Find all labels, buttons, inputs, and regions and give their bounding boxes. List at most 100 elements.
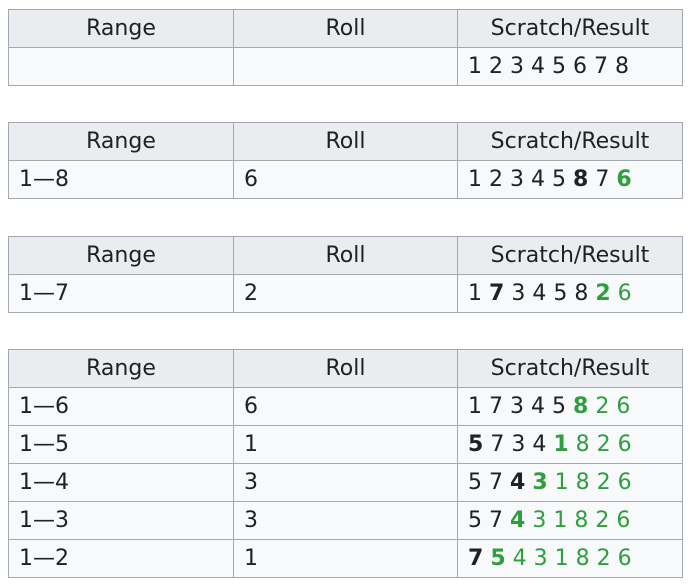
table-row: 1—8 6 1 2 3 4 5 8 7 6 <box>9 161 683 199</box>
header-row: Range Roll Scratch/Result <box>9 350 683 388</box>
step-table: Range Roll Scratch/Result 1—7 2 1 7 3 4 5 8 2 6 <box>8 236 683 313</box>
scratch-digit: 4 <box>510 508 525 533</box>
scratch-digit: 4 <box>531 394 545 419</box>
roll-cell <box>234 48 458 86</box>
range-cell <box>9 48 234 86</box>
scratch-digit: 5 <box>468 432 483 457</box>
roll-cell: 2 <box>234 275 458 313</box>
header-row: Range Roll Scratch/Result <box>9 123 683 161</box>
scratch-digit: 4 <box>510 470 525 495</box>
header-row: Range Roll Scratch/Result <box>9 10 683 48</box>
scratch-digit: 4 <box>532 432 546 457</box>
header-scratch-result: Scratch/Result <box>458 237 683 275</box>
scratch-digit: 5 <box>490 546 505 571</box>
scratch-digit: 3 <box>510 54 524 79</box>
scratch-digit: 5 <box>468 508 482 533</box>
scratch-digit: 7 <box>489 508 503 533</box>
scratch-digit: 6 <box>618 470 632 495</box>
scratch-digit: 7 <box>594 54 608 79</box>
scratch-digit: 2 <box>597 470 611 495</box>
scratch-digit: 1 <box>555 546 569 571</box>
range-cell: 1—6 <box>9 388 234 426</box>
scratch-digit: 8 <box>576 546 590 571</box>
scratch-digit: 1 <box>555 470 569 495</box>
header-range: Range <box>9 237 234 275</box>
scratch-digit: 6 <box>616 167 631 192</box>
scratch-digit: 2 <box>595 281 610 306</box>
table-row: 1—6 6 1 7 3 4 5 8 2 6 <box>9 388 683 426</box>
roll-cell: 6 <box>234 161 458 199</box>
scratch-digit: 1 <box>468 54 482 79</box>
scratch-digit: 6 <box>618 432 632 457</box>
scratch-digit: 7 <box>468 546 483 571</box>
scratch-digit: 5 <box>552 167 566 192</box>
scratch-digit: 4 <box>531 167 545 192</box>
table-row: 1—4 3 5 7 4 3 1 8 2 6 <box>9 464 683 502</box>
scratch-digit: 2 <box>595 508 609 533</box>
header-roll: Roll <box>234 10 458 48</box>
range-cell: 1—7 <box>9 275 234 313</box>
roll-cell: 1 <box>234 540 458 578</box>
range-cell: 1—2 <box>9 540 234 578</box>
scratch-digit: 7 <box>489 470 503 495</box>
scratch-digit: 8 <box>574 508 588 533</box>
header-roll: Roll <box>234 123 458 161</box>
step-table: Range Roll Scratch/Result 1—8 6 1 2 3 4 5 8 7 6 <box>8 122 683 199</box>
scratch-digit: 3 <box>532 470 547 495</box>
scratch-digit: 3 <box>511 281 525 306</box>
table-row: 1—7 2 1 7 3 4 5 8 2 6 <box>9 275 683 313</box>
scratch-digit: 8 <box>574 281 588 306</box>
range-cell: 1—5 <box>9 426 234 464</box>
roll-cell: 3 <box>234 464 458 502</box>
scratch-digit: 5 <box>468 470 482 495</box>
scratch-digit: 4 <box>513 546 527 571</box>
header-scratch-result: Scratch/Result <box>458 350 683 388</box>
scratch-digit: 4 <box>531 54 545 79</box>
header-range: Range <box>9 123 234 161</box>
scratch-digit: 2 <box>595 394 609 419</box>
roll-cell: 6 <box>234 388 458 426</box>
scratch-digit: 1 <box>468 167 482 192</box>
scratch-digit: 3 <box>510 394 524 419</box>
scratch-digit: 1 <box>468 281 482 306</box>
scratch-digit: 8 <box>573 394 588 419</box>
scratch-digit: 6 <box>616 394 630 419</box>
header-row: Range Roll Scratch/Result <box>9 237 683 275</box>
scratch-digit: 3 <box>534 546 548 571</box>
scratch-digit: 7 <box>489 394 503 419</box>
table-row: 1—3 3 5 7 4 3 1 8 2 6 <box>9 502 683 540</box>
roll-cell: 3 <box>234 502 458 540</box>
scratch-digit: 5 <box>552 54 566 79</box>
scratch-digit: 3 <box>532 508 546 533</box>
header-range: Range <box>9 350 234 388</box>
roll-cell: 1 <box>234 426 458 464</box>
scratch-digit: 6 <box>616 508 630 533</box>
scratch-digit: 7 <box>490 432 504 457</box>
scratch-digit: 5 <box>553 281 567 306</box>
scratch-digit: 2 <box>489 54 503 79</box>
scratch-digit: 2 <box>597 546 611 571</box>
scratch-digit: 7 <box>489 281 504 306</box>
scratch-digit: 6 <box>618 546 632 571</box>
scratch-digit: 2 <box>489 167 503 192</box>
scratch-digit: 3 <box>510 167 524 192</box>
scratch-digit: 4 <box>532 281 546 306</box>
scratch-digit: 5 <box>552 394 566 419</box>
scratch-digit: 1 <box>468 394 482 419</box>
scratch-digit: 8 <box>576 470 590 495</box>
scratch-digit: 2 <box>597 432 611 457</box>
scratch-digit: 1 <box>553 432 568 457</box>
range-cell: 1—3 <box>9 502 234 540</box>
scratch-digit: 6 <box>618 281 632 306</box>
scratch-digit: 1 <box>553 508 567 533</box>
scratch-digit: 8 <box>576 432 590 457</box>
step-table: Range Roll Scratch/Result 1—6 6 1 7 3 4 5 8 2 6 1—5 1 5… <box>8 349 683 578</box>
table-row: 1—2 1 7 5 4 3 1 8 2 6 <box>9 540 683 578</box>
header-range: Range <box>9 10 234 48</box>
header-scratch-result: Scratch/Result <box>458 10 683 48</box>
